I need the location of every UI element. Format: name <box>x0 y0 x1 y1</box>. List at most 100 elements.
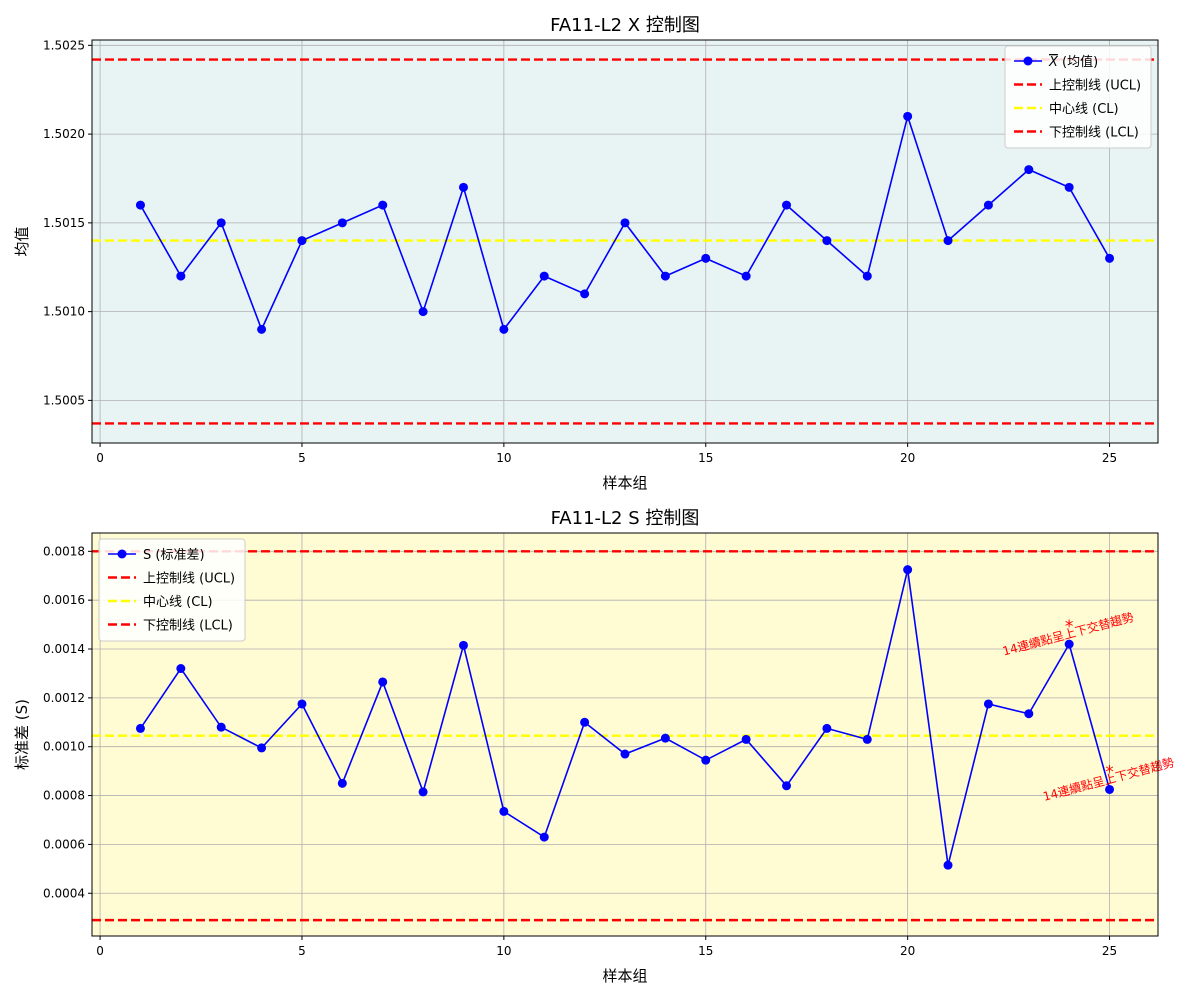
chart-1-data-point <box>741 271 751 281</box>
chart-2-y-tick-label: 0.0008 <box>43 789 85 803</box>
chart-2-plot-frame <box>91 532 1159 937</box>
chart-1-data-point <box>257 324 267 334</box>
chart-1-legend-series-marker <box>1023 56 1033 66</box>
chart-2-legend-series-marker <box>117 549 127 559</box>
chart-1-x-tick-label: 15 <box>698 451 713 465</box>
chart-1-x-tick-label: 20 <box>900 451 915 465</box>
chart-2-y-tick-label: 0.0014 <box>43 642 85 656</box>
chart-1-data-point <box>862 271 872 281</box>
chart-1-legend-series-label: X (均值) <box>1048 54 1098 70</box>
chart-2-data-point <box>580 717 590 727</box>
chart-1-title: FA11-L2 X 控制图 <box>550 15 700 36</box>
chart-1-data-point <box>378 200 388 210</box>
chart-2-data-point <box>660 733 670 743</box>
chart-1-data-point <box>135 200 145 210</box>
chart-2-data-point <box>782 781 792 791</box>
chart-1-data-point <box>782 200 792 210</box>
chart-2-data-point <box>176 664 186 674</box>
chart-2-title: FA11-L2 S 控制图 <box>551 508 700 529</box>
chart-1-data-point <box>458 182 468 192</box>
chart-1-data-point <box>943 236 953 246</box>
chart-1-data-point <box>418 307 428 317</box>
chart-2-x-tick-label: 0 <box>96 944 104 958</box>
chart-2-y-tick-label: 0.0010 <box>43 740 85 754</box>
chart-1-x-tick-label: 0 <box>96 451 104 465</box>
chart-1-x-tick-label: 5 <box>298 451 306 465</box>
chart-1-data-point <box>701 253 711 263</box>
chart-2-data-point <box>378 677 388 687</box>
chart-1-data-point <box>1105 253 1115 263</box>
chart-2-x-tick-label: 5 <box>298 944 306 958</box>
chart-2-y-axis-label: 标准差 (S) <box>13 699 31 770</box>
chart-2-data-point <box>983 699 993 709</box>
chart-2-y-tick-label: 0.0018 <box>43 544 85 558</box>
chart-2-y-tick-label: 0.0012 <box>43 691 85 705</box>
chart-1-data-point <box>337 218 347 228</box>
chart-1-legend-box <box>1004 45 1152 149</box>
chart-1-group: 0 5 10 15 20 25 1.5005 1.5010 1.5015 1.5020 1.5025… <box>13 15 1159 492</box>
chart-1-legend-control-label: 中心线 (CL) <box>1049 102 1119 117</box>
chart-1-y-tick-label: 1.5020 <box>43 127 85 141</box>
chart-2-legend-box <box>98 538 246 642</box>
chart-2-data-point <box>903 565 913 575</box>
chart-2-data-point <box>943 860 953 870</box>
chart-2-data-point <box>620 749 630 759</box>
chart-2-x-tick-label: 15 <box>698 944 713 958</box>
chart-2-data-point <box>862 734 872 744</box>
chart-2-plot-background <box>92 533 1158 936</box>
chart-1-data-point <box>499 324 509 334</box>
chart-2-legend-control-label: 上控制线 (UCL) <box>143 572 235 587</box>
chart-2-data-point <box>1105 784 1115 794</box>
chart-2-data-point <box>741 734 751 744</box>
chart-2-annotation-marker: * <box>1105 762 1114 782</box>
chart-1-data-point <box>176 271 186 281</box>
chart-2-x-tick-label: 25 <box>1102 944 1117 958</box>
chart-2-data-point <box>257 743 267 753</box>
chart-1-y-tick-label: 1.5015 <box>43 216 85 230</box>
chart-1-legend-series-symbol: X <box>1048 55 1059 70</box>
chart-1-x-tick-label: 25 <box>1102 451 1117 465</box>
chart-1-data-point <box>822 236 832 246</box>
chart-2-annotation-marker: * <box>1065 617 1074 637</box>
chart-2-y-tick-label: 0.0016 <box>43 593 85 607</box>
chart-2-y-tick-label: 0.0006 <box>43 837 85 851</box>
chart-1-plot-frame <box>91 39 1159 444</box>
chart-2-x-tick-label: 10 <box>496 944 511 958</box>
chart-2-x-tick-label: 20 <box>900 944 915 958</box>
chart-1-y-axis-label: 均值 <box>13 226 31 256</box>
chart-1-x-tick-label: 10 <box>496 451 511 465</box>
chart-1-data-point <box>660 271 670 281</box>
chart-2-data-point <box>539 832 549 842</box>
chart-1-legend-series-suffix: (均值) <box>1058 54 1098 70</box>
chart-2-legend: S (标准差) 上控制线 (UCL) 中心线 (CL) 下控制线 (LCL) <box>98 538 246 642</box>
chart-1-data-point <box>1024 165 1034 175</box>
chart-1-data-point <box>983 200 993 210</box>
chart-1-y-tick-label: 1.5010 <box>43 305 85 319</box>
chart-2-legend-control-label: 下控制线 (LCL) <box>143 619 233 634</box>
chart-1-legend-control-label: 上控制线 (UCL) <box>1049 79 1141 94</box>
chart-2-data-point <box>135 723 145 733</box>
chart-1-data-point <box>620 218 630 228</box>
chart-2-data-point <box>499 806 509 816</box>
chart-2-legend-control-label: 中心线 (CL) <box>143 595 213 610</box>
chart-1-legend: X (均值) 上控制线 (UCL) 中心线 (CL) 下控制线 (LCL) <box>1004 45 1152 149</box>
chart-2-data-point <box>216 722 226 732</box>
chart-2-data-point <box>1064 639 1074 649</box>
chart-1-data-point <box>903 111 913 121</box>
chart-2-data-point <box>458 640 468 650</box>
chart-1-data-point <box>297 236 307 246</box>
chart-2-x-axis-label: 样本组 <box>602 967 647 985</box>
chart-2-data-point <box>1024 709 1034 719</box>
chart-2-data-point <box>822 723 832 733</box>
chart-1-y-tick-label: 1.5025 <box>43 38 85 52</box>
chart-2-data-point <box>418 787 428 797</box>
chart-2-data-point <box>701 755 711 765</box>
chart-1-data-point <box>1064 182 1074 192</box>
chart-2-y-tick-label: 0.0004 <box>43 886 85 900</box>
chart-2-legend-series-label: S (标准差) <box>143 548 205 563</box>
chart-2-data-point <box>337 778 347 788</box>
chart-2-data-point <box>297 699 307 709</box>
